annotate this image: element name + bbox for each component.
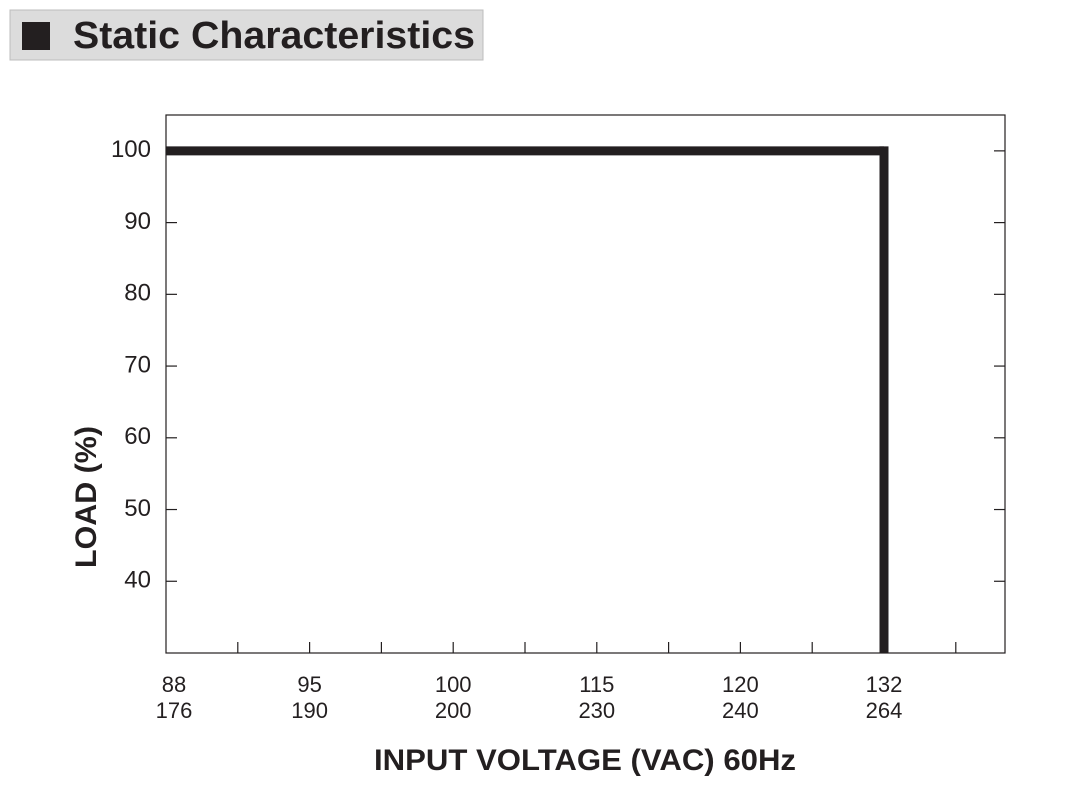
chart-title: Static Characteristics — [73, 15, 475, 57]
y-tick-label: 60 — [124, 423, 151, 450]
x-tick-label: 176 — [156, 698, 193, 723]
x-tick-label: 100 — [435, 672, 472, 697]
x-tick-label: 230 — [578, 698, 615, 723]
y-axis-label: LOAD (%) — [70, 426, 103, 568]
x-tick-label: 264 — [866, 698, 903, 723]
x-tick-label: 115 — [579, 672, 614, 697]
x-tick-label: 240 — [722, 698, 759, 723]
x-tick-label: 88 — [162, 672, 186, 697]
y-tick-label: 40 — [124, 567, 151, 594]
x-tick-label: 95 — [297, 672, 321, 697]
y-tick-label: 50 — [124, 495, 151, 522]
y-tick-label: 90 — [124, 208, 151, 235]
x-tick-label: 190 — [291, 698, 328, 723]
y-tick-label: 80 — [124, 280, 151, 307]
y-tick-label: 100 — [111, 136, 151, 163]
x-tick-label: 120 — [722, 672, 759, 697]
x-axis-label: INPUT VOLTAGE (VAC) 60Hz — [374, 744, 796, 777]
plot-frame — [165, 114, 1006, 654]
y-tick-label: 70 — [124, 351, 151, 378]
x-tick-label: 132 — [866, 672, 903, 697]
x-tick-label: 200 — [435, 698, 472, 723]
title-icon — [22, 22, 50, 50]
title-box — [9, 9, 484, 61]
